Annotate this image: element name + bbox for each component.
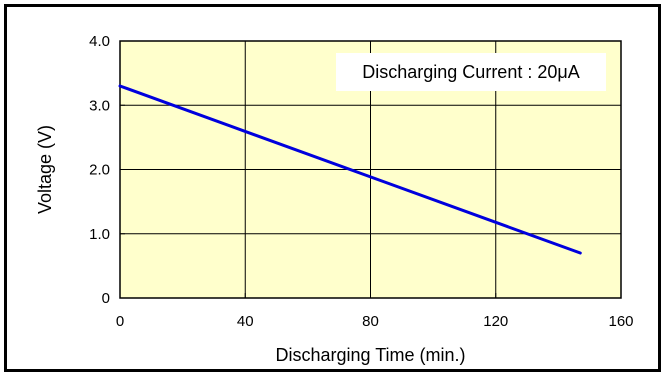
axes bbox=[119, 40, 622, 299]
y-tick-label-3: 3.0 bbox=[89, 97, 110, 114]
x-tick-label-1: 40 bbox=[237, 313, 254, 330]
x-axis-label: Discharging Time (min.) bbox=[275, 345, 465, 365]
x-tick-label-3: 120 bbox=[483, 313, 508, 330]
series-line-0 bbox=[118, 84, 582, 255]
annotation-text: Discharging Current : 20μA bbox=[362, 62, 579, 82]
y-tick-label-1: 1.0 bbox=[89, 226, 110, 243]
annotation-background bbox=[336, 53, 606, 91]
series-group bbox=[118, 84, 582, 255]
x-tick-label-2: 80 bbox=[362, 313, 379, 330]
y-tick-label-4: 4.0 bbox=[89, 33, 110, 50]
x-tick-label-0: 0 bbox=[116, 313, 124, 330]
x-tick-label-4: 160 bbox=[608, 313, 633, 330]
x-tick-labels: 0 40 80 120 160 bbox=[116, 313, 634, 330]
y-tick-labels: 0 1.0 2.0 3.0 4.0 bbox=[89, 33, 110, 307]
y-axis-label: Voltage (V) bbox=[35, 125, 55, 214]
annotation-box: Discharging Current : 20μA bbox=[336, 53, 606, 91]
y-tick-label-2: 2.0 bbox=[89, 162, 110, 179]
y-tick-label-0: 0 bbox=[102, 290, 110, 307]
